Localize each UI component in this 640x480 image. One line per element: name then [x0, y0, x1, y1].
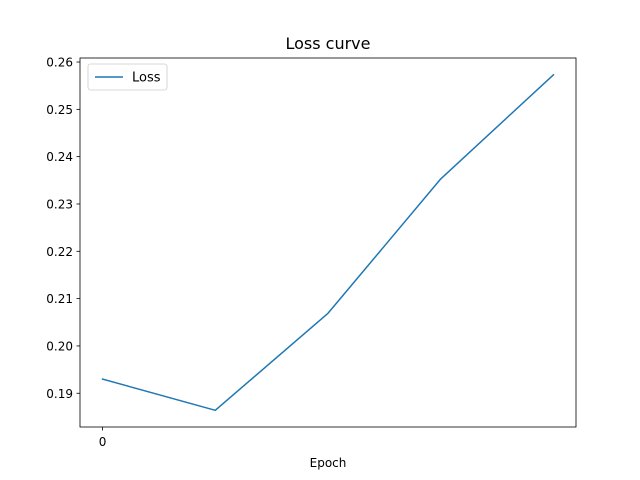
series-line-0 [101, 73, 555, 412]
y-tick-label: 0.23 [46, 197, 73, 211]
chart-title: Loss curve [285, 34, 370, 53]
y-tick-label: 0.21 [46, 292, 73, 306]
y-tick-label: 0.26 [46, 56, 73, 70]
plot-area: 0.19 0.20 0.21 0.22 0.23 0.24 0.25 0.26 0 Loss [46, 56, 577, 449]
y-tick-label: 0.22 [46, 245, 73, 259]
x-tick-label: 0 [99, 435, 107, 449]
y-tick-label: 0.24 [46, 150, 73, 164]
y-tick-label: 0.25 [46, 103, 73, 117]
x-axis-label: Epoch [310, 456, 347, 470]
legend-box [87, 63, 168, 91]
legend-label: Loss [132, 71, 161, 86]
y-tick-label: 0.19 [46, 387, 73, 401]
axes-frame [79, 57, 577, 428]
y-tick-label: 0.20 [46, 339, 73, 353]
